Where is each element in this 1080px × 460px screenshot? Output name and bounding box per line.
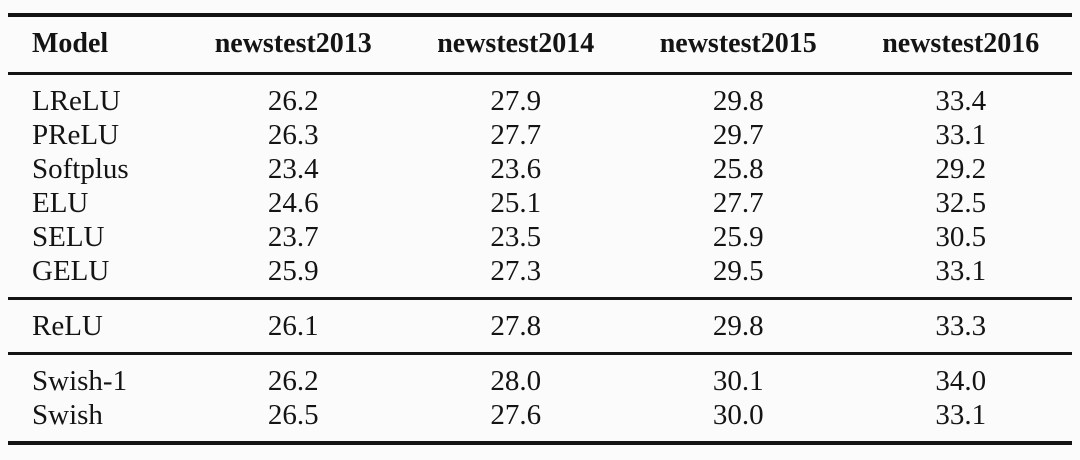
score-cell: 26.5: [267, 399, 319, 431]
table-row: ReLU 26.1 27.8 29.8 33.3: [8, 299, 1072, 354]
table-row: PReLU 26.3 27.7 29.7 33.1: [8, 118, 1072, 152]
table-row: Softplus 23.4 23.6 25.8 29.2: [8, 152, 1072, 186]
model-cell: ReLU: [32, 310, 103, 342]
model-cell: GELU: [32, 255, 110, 287]
score-cell: 28.0: [490, 365, 542, 397]
score-cell: 27.3: [490, 255, 542, 287]
score-cell: 25.9: [267, 255, 319, 287]
score-cell: 24.6: [267, 187, 319, 219]
score-cell: 34.0: [935, 365, 987, 397]
score-cell: 26.1: [267, 310, 319, 342]
score-cell: 27.8: [490, 310, 542, 342]
model-cell: Softplus: [32, 153, 129, 185]
model-cell: PReLU: [32, 119, 119, 151]
model-cell: Swish: [32, 399, 103, 431]
table-row: Swish 26.5 27.6 30.0 33.1: [8, 398, 1072, 443]
column-header-newstest2015: newstest2015: [659, 28, 817, 59]
score-cell: 25.9: [712, 221, 764, 253]
model-cell: SELU: [32, 221, 105, 253]
score-cell: 26.2: [267, 85, 319, 117]
score-cell: 27.7: [490, 119, 542, 151]
table-row: ELU 24.6 25.1 27.7 32.5: [8, 186, 1072, 220]
score-cell: 33.1: [935, 399, 987, 431]
score-cell: 29.2: [935, 153, 987, 185]
score-cell: 26.2: [267, 365, 319, 397]
model-cell: ELU: [32, 187, 89, 219]
score-cell: 30.1: [712, 365, 764, 397]
results-table: Model newstest2013 newstest2014 newstest…: [8, 13, 1072, 445]
model-cell: LReLU: [32, 85, 121, 117]
table-group: ReLU 26.1 27.8 29.8 33.3: [8, 298, 1072, 354]
score-cell: 23.5: [490, 221, 542, 253]
score-cell: 33.3: [935, 310, 987, 342]
table-row: GELU 25.9 27.3 29.5 33.1: [8, 254, 1072, 299]
score-cell: 30.5: [935, 221, 987, 253]
score-cell: 25.8: [712, 153, 764, 185]
score-cell: 29.8: [712, 310, 764, 342]
table-row: Swish-1 26.2 28.0 30.1 34.0: [8, 354, 1072, 399]
header-row: Model newstest2013 newstest2014 newstest…: [8, 15, 1072, 74]
column-header-newstest2016: newstest2016: [882, 28, 1040, 59]
score-cell: 25.1: [490, 187, 542, 219]
score-cell: 32.5: [935, 187, 987, 219]
score-cell: 29.7: [712, 119, 764, 151]
score-cell: 23.6: [490, 153, 542, 185]
score-cell: 33.1: [935, 255, 987, 287]
score-cell: 29.8: [712, 85, 764, 117]
score-cell: 33.1: [935, 119, 987, 151]
score-cell: 30.0: [712, 399, 764, 431]
table-group: LReLU 26.2 27.9 29.8 33.4 PReLU 26.3 27.7 29.7 33…: [8, 73, 1072, 299]
score-cell: 27.9: [490, 85, 542, 117]
column-header-newstest2013: newstest2013: [214, 28, 372, 59]
column-header-model: Model: [32, 28, 109, 59]
table-row: SELU 23.7 23.5 25.9 30.5: [8, 220, 1072, 254]
score-cell: 26.3: [267, 119, 319, 151]
table-group: Swish-1 26.2 28.0 30.1 34.0 Swish 26.5 27.6 30.0…: [8, 353, 1072, 444]
model-cell: Swish-1: [32, 365, 128, 397]
table-header: Model newstest2013 newstest2014 newstest…: [8, 15, 1072, 74]
score-cell: 33.4: [935, 85, 987, 117]
score-cell: 29.5: [712, 255, 764, 287]
score-cell: 27.7: [712, 187, 764, 219]
table-row: LReLU 26.2 27.9 29.8 33.4: [8, 74, 1072, 119]
score-cell: 27.6: [490, 399, 542, 431]
score-cell: 23.7: [267, 221, 319, 253]
column-header-newstest2014: newstest2014: [437, 28, 595, 59]
score-cell: 23.4: [267, 153, 319, 185]
